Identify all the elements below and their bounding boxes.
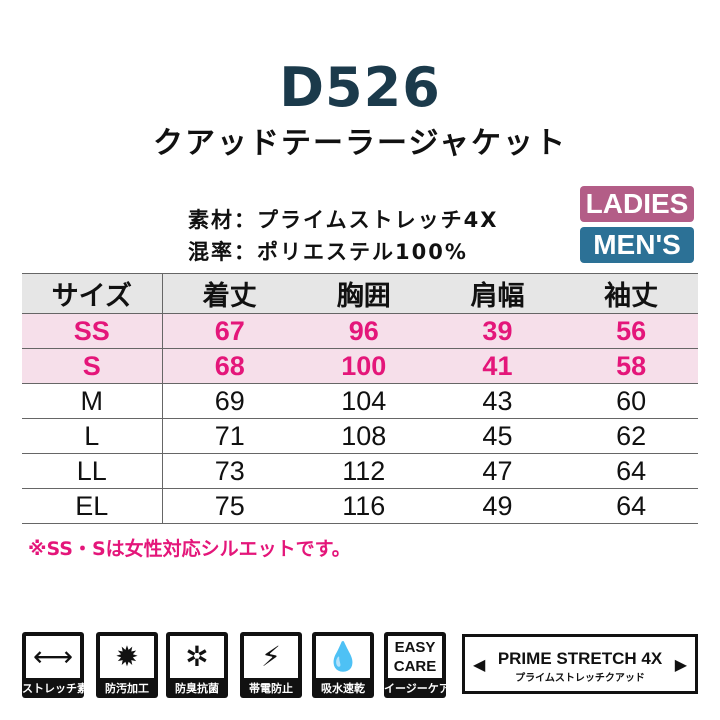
- feature-label: 吸水速乾: [321, 682, 365, 695]
- table-row: L 71 108 45 62: [22, 418, 698, 454]
- feature-badge: ⚡ 帯電防止: [240, 632, 302, 698]
- prime-stretch-banner: ◀ PRIME STRETCH 4X プライムストレッチクアッド ▶: [462, 634, 698, 694]
- table-cell: 41: [430, 348, 565, 384]
- table-cell: 64: [564, 488, 698, 524]
- table-cell: 112: [296, 453, 431, 489]
- water-drop-icon: 💧: [316, 636, 370, 678]
- banner-subtitle: プライムストレッチクアッド: [515, 673, 645, 684]
- product-name: クアッドテーラージャケット: [153, 126, 567, 161]
- arrow-left-icon: ◀: [473, 655, 486, 674]
- table-row: EL 75 116 49 64: [22, 488, 698, 524]
- ladies-badge: LADIES: [580, 186, 694, 222]
- size-cell: M: [22, 383, 163, 419]
- table-cell: 69: [162, 383, 297, 419]
- table-cell: 96: [296, 313, 431, 349]
- feature-label: イージーケア: [384, 682, 450, 695]
- size-cell: L: [22, 418, 163, 454]
- table-cell: 62: [564, 418, 698, 454]
- table-row: M 69 104 43 60: [22, 383, 698, 419]
- table-cell: 108: [296, 418, 431, 454]
- size-cell: S: [22, 348, 163, 384]
- stain-resistant-icon: ✹: [100, 636, 154, 678]
- table-cell: 58: [564, 348, 698, 384]
- table-cell: 73: [162, 453, 297, 489]
- table-header-row: サイズ 着丈 胸囲 肩幅 袖丈: [22, 273, 698, 314]
- table-cell: 45: [430, 418, 565, 454]
- table-cell: 71: [162, 418, 297, 454]
- table-cell: 75: [162, 488, 297, 524]
- mens-badge: MEN'S: [580, 227, 694, 263]
- feature-badge: 💧 吸水速乾: [312, 632, 374, 698]
- size-cell: LL: [22, 453, 163, 489]
- product-code: D526: [279, 56, 441, 119]
- table-row: SS 67 96 39 56: [22, 313, 698, 349]
- feature-label: ストレッチ素材: [22, 682, 99, 695]
- table-row: LL 73 112 47 64: [22, 453, 698, 489]
- table-cell: 43: [430, 383, 565, 419]
- column-header: 肩幅: [430, 273, 565, 314]
- antibacterial-icon: ✲: [170, 636, 224, 678]
- table-cell: 60: [564, 383, 698, 419]
- material-spec: 素材：プライムストレッチ4X: [188, 208, 499, 232]
- table-row: S 68 100 41 58: [22, 348, 698, 384]
- feature-badge: ✲ 防臭抗菌: [166, 632, 228, 698]
- size-cell: SS: [22, 313, 163, 349]
- stretch-arrows-icon: ⟷: [26, 636, 80, 678]
- table-cell: 100: [296, 348, 431, 384]
- feature-badge: EASY CARE イージーケア: [384, 632, 450, 698]
- table-cell: 47: [430, 453, 565, 489]
- column-header: 胸囲: [296, 273, 431, 314]
- antistatic-icon: ⚡: [244, 636, 298, 678]
- banner-title: PRIME STRETCH 4X: [497, 649, 663, 668]
- table-cell: 56: [564, 313, 698, 349]
- feature-badge: ⟷ ストレッチ素材: [22, 632, 99, 698]
- table-cell: 68: [162, 348, 297, 384]
- feature-label: 防臭抗菌: [175, 682, 219, 695]
- table-cell: 64: [564, 453, 698, 489]
- table-cell: 116: [296, 488, 431, 524]
- column-header: サイズ: [22, 273, 163, 314]
- size-table: サイズ 着丈 胸囲 肩幅 袖丈 SS 67 96 39 56 S 68 100 41 58 M 69 104 43 6…: [22, 273, 698, 524]
- table-cell: 104: [296, 383, 431, 419]
- feature-badge: ✹ 防汚加工: [96, 632, 158, 698]
- table-cell: 49: [430, 488, 565, 524]
- column-header: 袖丈: [564, 273, 698, 314]
- table-cell: 67: [162, 313, 297, 349]
- size-cell: EL: [22, 488, 163, 524]
- easy-care-icon: EASY CARE: [388, 636, 442, 678]
- column-header: 着丈: [162, 273, 297, 314]
- blend-spec: 混率：ポリエステル100%: [188, 240, 468, 264]
- ladies-note: ※SS・Sは女性対応シルエットです。: [28, 538, 351, 560]
- arrow-right-icon: ▶: [674, 655, 687, 674]
- feature-label: 帯電防止: [249, 682, 293, 695]
- table-cell: 39: [430, 313, 565, 349]
- feature-label: 防汚加工: [105, 682, 149, 695]
